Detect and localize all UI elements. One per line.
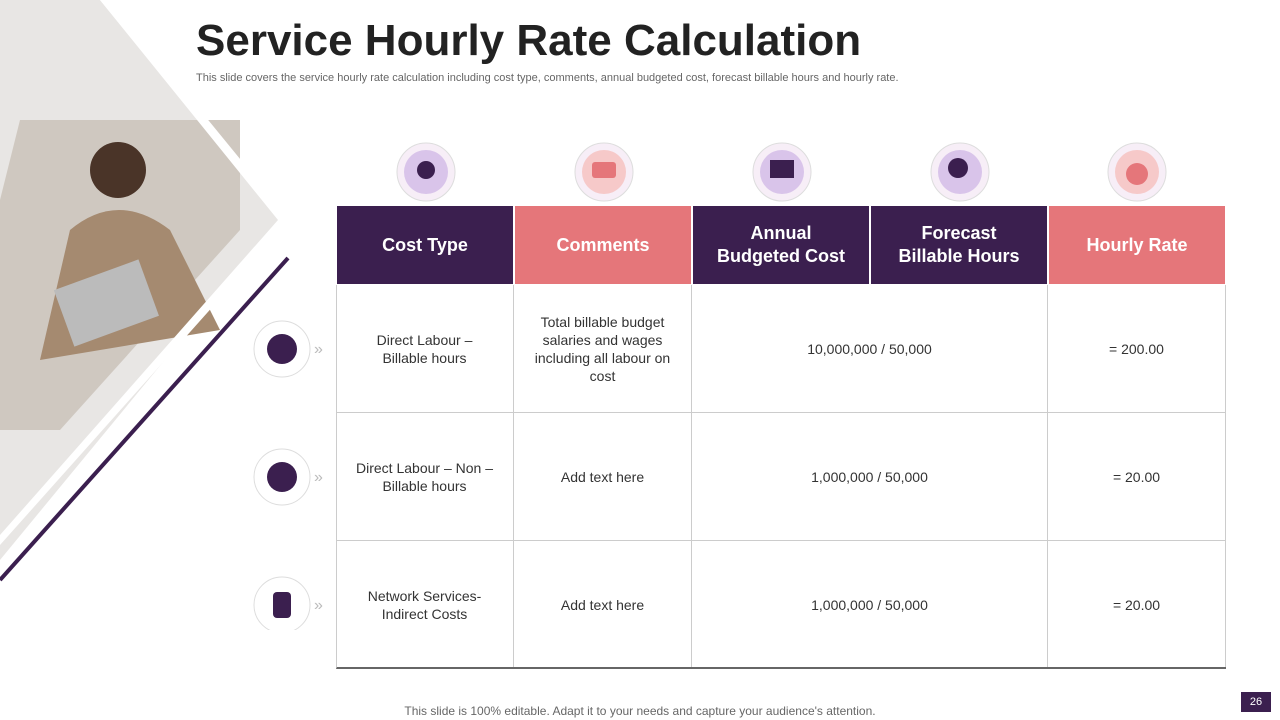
table-cell: = 200.00 xyxy=(1048,285,1226,413)
photo-decoration xyxy=(0,0,290,582)
svg-text:»: » xyxy=(314,597,323,614)
page-number: 26 xyxy=(1241,692,1271,712)
header-cell: Comments xyxy=(514,205,692,285)
table-cell: Add text here xyxy=(514,413,692,541)
footer-note: This slide is 100% editable. Adapt it to… xyxy=(404,704,876,718)
header-cell: Hourly Rate xyxy=(1048,205,1226,285)
svg-text:»: » xyxy=(314,341,323,358)
table-cell: = 20.00 xyxy=(1048,413,1226,541)
table-cell: Direct Labour – Billable hours xyxy=(336,285,514,413)
header-cell: Cost Type xyxy=(336,205,514,285)
table-border xyxy=(336,285,1226,669)
header-cell: Forecast Billable Hours xyxy=(870,205,1048,285)
subtitle: This slide covers the service hourly rat… xyxy=(196,72,899,84)
svg-text:»: » xyxy=(314,469,323,486)
title: Service Hourly Rate Calculation xyxy=(196,16,862,65)
table-cell: Direct Labour – Non – Billable hours xyxy=(336,413,514,541)
table-cell: 1,000,000 / 50,000 xyxy=(692,413,1048,541)
icons: » » » xyxy=(253,142,1167,630)
table-cell: Total billable budget salaries and wages… xyxy=(514,285,692,413)
header-cell: Annual Budgeted Cost xyxy=(692,205,870,285)
table-cell: 10,000,000 / 50,000 xyxy=(692,285,1048,413)
